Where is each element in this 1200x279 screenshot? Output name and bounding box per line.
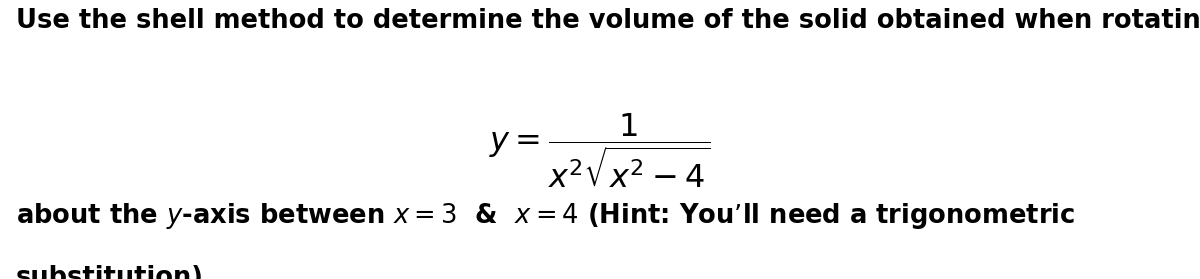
- Text: substitution).: substitution).: [16, 265, 214, 279]
- Text: Use the shell method to determine the volume of the solid obtained when rotating: Use the shell method to determine the vo…: [16, 8, 1200, 34]
- Text: $y = \dfrac{1}{x^2\sqrt{x^2 - 4}}$: $y = \dfrac{1}{x^2\sqrt{x^2 - 4}}$: [490, 112, 710, 191]
- Text: about the $y$-axis between $x = 3$  &  $x = 4$ (Hint: You’ll need a trigonometri: about the $y$-axis between $x = 3$ & $x …: [16, 201, 1075, 231]
